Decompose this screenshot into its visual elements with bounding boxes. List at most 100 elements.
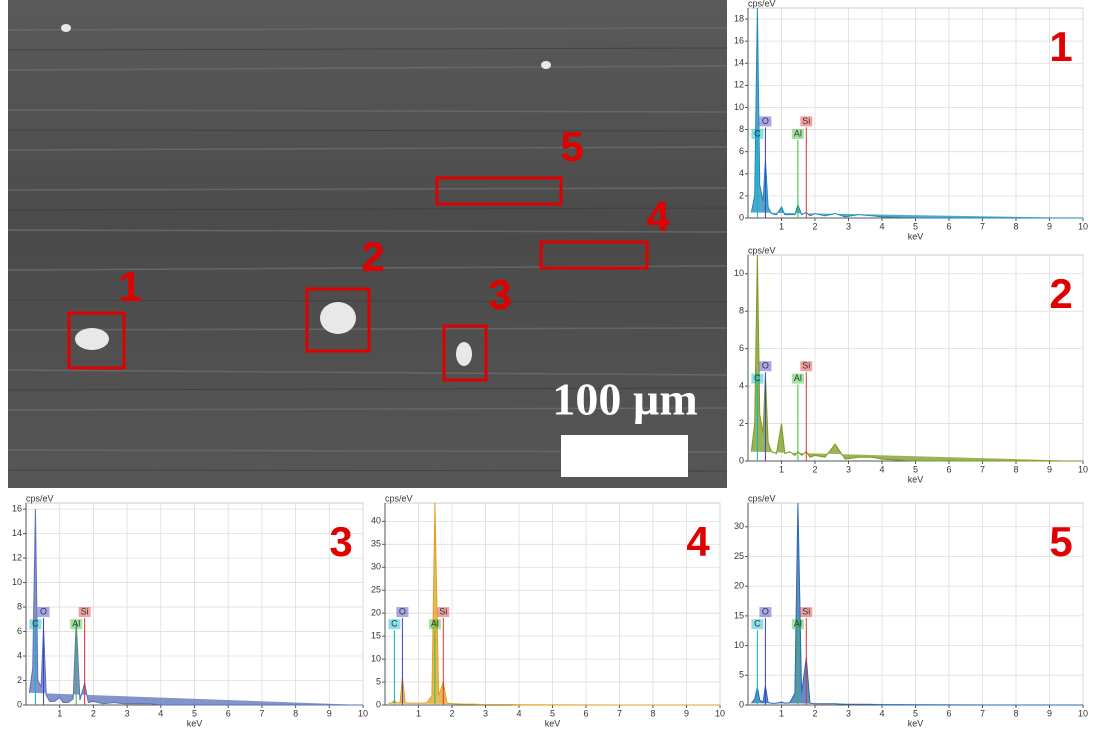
x-tick-label: 4 [879,221,884,231]
x-tick-label: 7 [980,221,985,231]
peak-label: Al [794,128,802,138]
panel-label: 1 [1049,23,1072,70]
x-tick-label: 2 [91,708,96,718]
figure: 1 2 3 4 5 100 µm 02468101214161812345678… [0,0,1096,735]
y-tick-label: 0 [739,455,744,465]
x-axis-label: keV [545,718,561,728]
peak-label: Si [802,361,810,371]
y-tick-label: 5 [376,676,381,686]
y-tick-label: 30 [734,521,744,531]
y-tick-label: 25 [734,551,744,561]
x-tick-label: 8 [293,708,298,718]
x-tick-label: 9 [1047,708,1052,718]
y-tick-label: 18 [734,13,744,23]
x-axis-label: keV [908,474,924,484]
peak-label: Al [431,619,439,629]
y-tick-label: 25 [371,585,381,595]
y-tick-label: 20 [371,608,381,618]
y-tick-label: 2 [739,418,744,428]
x-tick-label: 5 [550,708,555,718]
x-tick-label: 6 [226,708,231,718]
x-tick-label: 3 [483,708,488,718]
x-tick-label: 7 [980,708,985,718]
y-tick-label: 2 [739,190,744,200]
y-tick-label: 0 [739,212,744,222]
y-tick-label: 12 [734,80,744,90]
y-tick-label: 40 [371,516,381,526]
x-tick-label: 10 [1078,464,1088,474]
peak-label: Si [802,606,810,616]
x-tick-label: 2 [812,221,817,231]
y-tick-label: 4 [739,380,744,390]
y-tick-label: 0 [376,699,381,709]
x-tick-label: 3 [846,221,851,231]
y-tick-label: 8 [17,601,22,611]
peak-label: Si [802,116,810,126]
peak-label: Al [794,619,802,629]
y-tick-label: 12 [12,552,22,562]
x-tick-label: 4 [158,708,163,718]
region-label: 4 [646,193,670,240]
x-tick-label: 6 [583,708,588,718]
x-axis-label: keV [908,718,924,728]
x-tick-label: 5 [913,464,918,474]
x-tick-label: 7 [980,464,985,474]
x-tick-label: 8 [1013,464,1018,474]
x-tick-label: 7 [259,708,264,718]
y-tick-label: 2 [17,675,22,685]
y-tick-label: 8 [739,306,744,316]
panel-label: 5 [1049,518,1072,565]
peak-label: O [40,606,47,616]
x-tick-label: 5 [913,708,918,718]
x-tick-label: 4 [516,708,521,718]
panel-label: 3 [329,518,352,565]
peak-label: C [32,619,39,629]
peak-label: C [754,128,761,138]
x-tick-label: 9 [327,708,332,718]
scale-bar-label: 100 µm [552,374,697,425]
x-tick-label: 1 [57,708,62,718]
y-tick-label: 8 [739,124,744,134]
x-tick-label: 3 [846,708,851,718]
x-tick-label: 1 [779,708,784,718]
x-tick-label: 8 [1013,708,1018,718]
peak-label: C [754,373,761,383]
peak-label: Al [72,619,80,629]
x-tick-label: 3 [846,464,851,474]
y-tick-label: 20 [734,581,744,591]
y-tick-label: 15 [734,610,744,620]
panel-label: 4 [686,518,710,565]
sem-image: 1 2 3 4 5 100 µm [8,0,727,488]
x-tick-label: 6 [946,464,951,474]
y-tick-label: 14 [734,58,744,68]
y-tick-label: 16 [734,36,744,46]
x-tick-label: 10 [1078,708,1088,718]
y-tick-label: 10 [371,653,381,663]
x-tick-label: 5 [913,221,918,231]
peak-label: C [391,619,398,629]
page: 1 2 3 4 5 100 µm 02468101214161812345678… [0,0,1096,735]
region-label: 3 [488,271,511,318]
x-axis-label: keV [187,718,203,728]
x-tick-label: 5 [192,708,197,718]
y-tick-label: 30 [371,562,381,572]
region-label: 2 [361,233,384,280]
region-label: 1 [118,263,141,310]
x-axis-label: keV [908,231,924,241]
x-tick-label: 9 [1047,464,1052,474]
x-tick-label: 10 [1078,221,1088,231]
peak-label: O [762,361,769,371]
y-tick-label: 15 [371,631,381,641]
x-tick-label: 2 [812,708,817,718]
y-tick-label: 14 [12,528,22,538]
peak-label: C [754,619,761,629]
x-tick-label: 9 [1047,221,1052,231]
x-tick-label: 10 [358,708,368,718]
x-tick-label: 1 [416,708,421,718]
y-tick-label: 10 [734,640,744,650]
x-tick-label: 2 [449,708,454,718]
y-tick-label: 16 [12,503,22,513]
y-tick-label: 4 [17,650,22,660]
